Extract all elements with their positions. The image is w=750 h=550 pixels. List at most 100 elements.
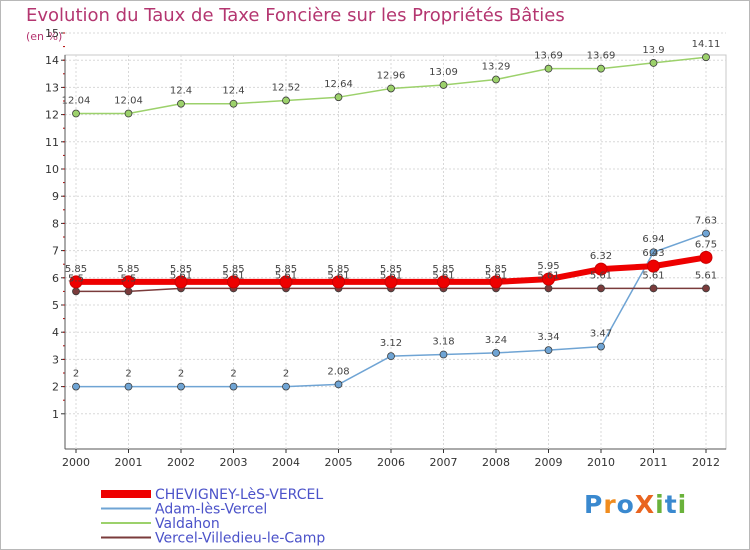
x-tick-label: 2009 xyxy=(535,456,563,469)
x-tick-label: 2007 xyxy=(430,456,458,469)
data-label-1: 2 xyxy=(283,369,289,380)
series-point-0 xyxy=(69,275,83,289)
data-label-0: 5.85 xyxy=(117,264,139,275)
x-tick-label: 2012 xyxy=(692,456,720,469)
series-point-2 xyxy=(597,64,605,73)
x-tick-label: 2008 xyxy=(482,456,510,469)
series-point-1 xyxy=(597,342,605,351)
series-point-1 xyxy=(124,382,133,391)
series-point-0 xyxy=(122,275,135,289)
data-label-0: 6.75 xyxy=(695,239,717,250)
data-label-1: 7.63 xyxy=(695,215,717,226)
y-tick-label: 13 xyxy=(45,81,59,94)
data-label-1: 6.94 xyxy=(642,234,664,245)
y-tick-label: 2 xyxy=(52,381,59,394)
series-point-2 xyxy=(334,93,343,102)
series-point-0 xyxy=(647,259,660,273)
series-point-2 xyxy=(544,64,553,73)
x-tick-label: 2010 xyxy=(587,456,615,469)
series-point-2 xyxy=(72,109,80,118)
data-label-0: 5.85 xyxy=(380,264,402,275)
data-label-1: 3.47 xyxy=(590,329,612,340)
series-point-2 xyxy=(702,53,710,62)
data-label-0: 5.85 xyxy=(222,264,244,275)
data-label-3: 5.61 xyxy=(590,270,612,281)
logo-letter: t xyxy=(664,490,678,519)
data-label-1: 2 xyxy=(230,369,236,380)
y-tick-label: 15 xyxy=(45,27,59,40)
data-label-3: 5.61 xyxy=(222,270,244,281)
data-label-2: 12.52 xyxy=(272,82,301,93)
x-tick-label: 2001 xyxy=(115,456,143,469)
legend-label-2: Valdahon xyxy=(155,516,220,532)
series-point-1 xyxy=(492,348,500,357)
y-tick-label: 11 xyxy=(45,136,59,149)
data-label-0: 5.85 xyxy=(65,264,87,275)
series-point-1 xyxy=(649,248,658,257)
data-label-1: 2.08 xyxy=(327,366,349,377)
series-point-2 xyxy=(649,59,658,67)
logo-letter: X xyxy=(634,490,656,519)
logo-letter: r xyxy=(603,490,617,519)
series-point-2 xyxy=(124,109,133,118)
data-label-0: 5.85 xyxy=(170,264,192,275)
series-point-0 xyxy=(227,275,240,289)
series-point-3 xyxy=(544,284,553,293)
chart-unit-label: (en %) xyxy=(26,30,63,43)
series-point-0 xyxy=(489,275,503,289)
data-label-1: 3.24 xyxy=(485,335,507,346)
data-label-1: 2 xyxy=(125,369,131,380)
y-tick-label: 4 xyxy=(52,326,59,339)
data-label-1: 2 xyxy=(73,369,79,380)
logo-letter: i xyxy=(655,490,665,519)
data-label-2: 13.9 xyxy=(642,45,664,56)
series-point-0 xyxy=(699,250,713,264)
data-label-1: 3.12 xyxy=(380,338,402,349)
data-label-1: 3.18 xyxy=(432,337,454,348)
data-label-2: 12.64 xyxy=(324,79,353,90)
x-tick-label: 2003 xyxy=(220,456,248,469)
data-label-2: 12.96 xyxy=(377,70,406,81)
series-point-0 xyxy=(279,275,293,289)
series-point-1 xyxy=(282,382,290,391)
y-tick-label: 9 xyxy=(52,190,59,203)
data-label-0: 5.85 xyxy=(485,264,507,275)
series-point-0 xyxy=(594,262,608,276)
series-point-3 xyxy=(597,284,605,293)
series-point-0 xyxy=(332,275,345,289)
series-point-0 xyxy=(384,275,398,289)
data-label-3: 5.61 xyxy=(642,270,664,281)
x-tick-label: 2004 xyxy=(272,456,300,469)
series-point-0 xyxy=(437,275,450,289)
series-point-2 xyxy=(177,99,185,108)
data-label-3: 5.61 xyxy=(432,270,454,281)
data-label-2: 12.4 xyxy=(170,86,192,97)
data-label-2: 14.11 xyxy=(692,39,721,50)
series-point-3 xyxy=(124,287,133,296)
series-point-3 xyxy=(702,284,710,293)
y-tick-label: 1 xyxy=(52,408,59,421)
series-point-1 xyxy=(702,229,710,238)
data-label-3: 5.61 xyxy=(327,270,349,281)
data-label-1: 2 xyxy=(178,369,184,380)
logo-letter: i xyxy=(677,490,688,519)
data-label-0: 5.85 xyxy=(327,264,349,275)
chart-title: Evolution du Taux de Taxe Foncière sur l… xyxy=(26,5,565,26)
y-tick-label: 6 xyxy=(52,272,59,285)
data-label-0: 6.43 xyxy=(642,248,664,259)
series-point-2 xyxy=(439,81,448,89)
data-label-3: 5.61 xyxy=(380,270,402,281)
proxiti-logo: ProXiti xyxy=(584,490,687,519)
data-label-3: 5.61 xyxy=(170,270,192,281)
x-tick-label: 2011 xyxy=(640,456,668,469)
series-point-2 xyxy=(492,75,500,84)
series-point-3 xyxy=(649,284,658,293)
series-point-2 xyxy=(229,99,238,108)
y-tick-label: 8 xyxy=(52,217,59,230)
legend-label-1: Adam-lès-Vercel xyxy=(155,502,267,518)
series-point-1 xyxy=(387,352,395,361)
legend-label-3: Vercel-Villedieu-le-Camp xyxy=(155,531,325,547)
data-label-2: 12.04 xyxy=(114,96,143,107)
